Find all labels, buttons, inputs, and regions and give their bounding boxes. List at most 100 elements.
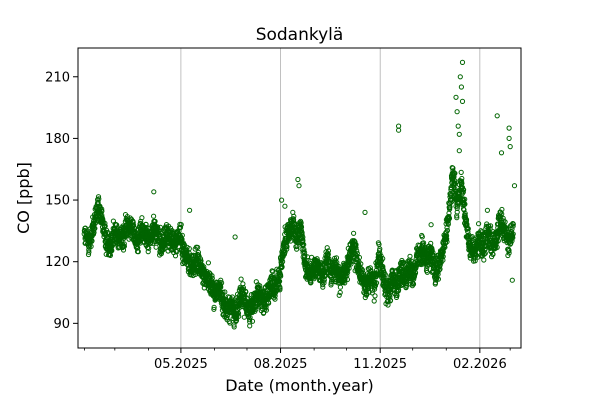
data-point — [295, 176, 301, 183]
data-point — [257, 283, 263, 289]
data-point — [337, 289, 343, 296]
data-point — [96, 196, 102, 202]
data-point — [499, 206, 505, 213]
data-point — [266, 300, 272, 306]
data-point — [342, 277, 348, 283]
data-point — [211, 306, 217, 312]
data-point — [430, 249, 436, 255]
data-point — [232, 234, 238, 240]
data-point — [407, 253, 413, 259]
data-point — [272, 296, 278, 302]
data-point — [488, 223, 494, 229]
data-point — [457, 74, 463, 80]
data-point — [296, 183, 302, 189]
data-point — [510, 221, 516, 227]
data-point — [247, 314, 253, 321]
data-point — [372, 293, 378, 299]
data-point — [99, 206, 105, 212]
data-point — [490, 251, 496, 257]
chart-title: Sodankylä — [256, 25, 344, 45]
y-tick-label: 210 — [45, 70, 70, 85]
data-point — [298, 224, 305, 230]
data-point — [305, 258, 311, 264]
data-point — [506, 125, 512, 131]
data-point — [505, 252, 511, 259]
data-point — [308, 280, 314, 286]
data-point — [447, 204, 453, 210]
data-point — [278, 273, 284, 279]
data-point — [502, 219, 508, 225]
data-point — [441, 246, 447, 252]
data-point — [456, 131, 462, 137]
data-point — [153, 244, 159, 250]
data-point — [151, 189, 157, 195]
data-point — [494, 244, 500, 250]
data-point — [498, 150, 505, 156]
data-point — [462, 196, 468, 202]
data-point — [458, 169, 464, 175]
data-point — [279, 264, 285, 270]
data-point — [92, 220, 99, 226]
data-point — [506, 250, 512, 256]
data-point — [209, 275, 215, 281]
data-point — [460, 189, 466, 195]
point-layer — [81, 59, 518, 330]
plot-area — [77, 47, 522, 349]
data-point — [174, 249, 180, 255]
data-point — [367, 265, 373, 271]
data-point — [233, 317, 240, 323]
data-point — [396, 123, 402, 129]
x-tick-label: 11.2025 — [353, 357, 407, 372]
data-point — [452, 178, 458, 184]
data-point — [328, 282, 334, 288]
data-point — [290, 218, 297, 224]
data-point — [506, 248, 512, 254]
data-point — [86, 247, 92, 253]
data-point — [135, 249, 141, 255]
data-point — [301, 242, 307, 248]
data-point — [100, 216, 106, 222]
data-point — [510, 231, 516, 237]
data-point — [344, 276, 350, 283]
data-point — [181, 241, 187, 247]
data-point — [429, 247, 435, 253]
data-point — [459, 175, 465, 182]
data-point — [187, 207, 193, 213]
data-point — [284, 244, 290, 250]
data-point — [410, 281, 417, 287]
data-point — [356, 254, 362, 261]
data-point — [121, 243, 128, 249]
x-tick-label: 08.2025 — [254, 357, 308, 372]
data-point — [353, 242, 359, 248]
data-point — [235, 310, 242, 316]
data-point — [186, 246, 192, 252]
data-point — [387, 297, 394, 303]
data-point — [382, 271, 388, 278]
data-point — [253, 306, 259, 312]
data-point — [188, 253, 194, 259]
data-point — [472, 258, 478, 264]
data-point — [243, 289, 249, 295]
data-point — [109, 248, 115, 254]
data-point — [337, 284, 343, 290]
data-point — [509, 277, 515, 283]
data-point — [510, 223, 516, 229]
data-point — [432, 280, 439, 286]
data-point — [269, 268, 275, 274]
data-point — [385, 298, 391, 304]
data-point — [456, 148, 462, 154]
data-point — [371, 298, 377, 304]
data-point — [227, 320, 233, 326]
data-point — [362, 209, 368, 215]
data-point — [209, 273, 215, 279]
data-point — [146, 245, 152, 251]
data-point — [236, 313, 242, 319]
data-point — [282, 203, 288, 209]
data-point — [454, 109, 460, 115]
data-point — [437, 262, 443, 268]
data-point — [481, 251, 487, 257]
data-point — [444, 236, 450, 242]
data-point — [210, 280, 216, 286]
data-point — [238, 276, 244, 282]
data-point — [373, 280, 380, 286]
